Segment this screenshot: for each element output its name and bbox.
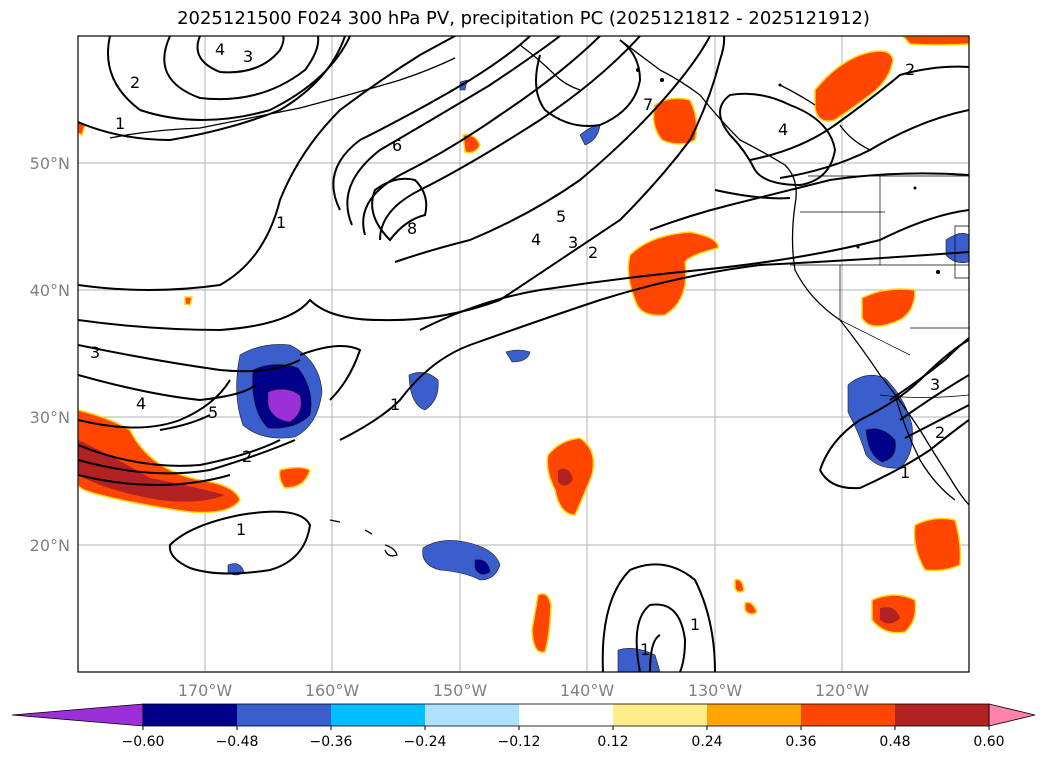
colorbar-ticks: −0.60 −0.48 −0.36 −0.24 −0.12 0.12 0.24 0.36 0.4… [122,726,1005,750]
contour-label: 1 [236,520,246,539]
colorbar-segment [519,704,613,726]
lon-label-130w: 130°W [688,681,743,700]
contour-label: 5 [556,207,566,226]
lon-label-160w: 160°W [305,681,360,700]
colorbar-segment [613,704,707,726]
contour-label: 3 [243,47,253,66]
colorbar-segment [237,704,331,726]
colorbar-tick-label: −0.60 [122,734,165,750]
colorbar-tick-label: −0.12 [498,734,541,750]
colorbar-extend-high [988,703,1036,727]
colorbar-segment [425,704,519,726]
contour-label: 2 [130,73,140,92]
colorbar-tick-label: 0.24 [691,734,722,750]
contour-label: 4 [778,120,788,139]
contour-label: 3 [930,375,940,394]
gridlines [78,36,969,672]
precip-negative-areas [227,79,969,672]
colorbar-segment [801,704,895,726]
contour-label: 2 [242,447,252,466]
lon-label-150w: 150°W [433,681,488,700]
contour-labels: 4 3 2 1 6 8 5 4 3 2 7 4 2 1 3 4 5 2 1 1 … [90,40,945,659]
contour-label: 8 [407,219,417,238]
colorbar-tick-label: −0.48 [216,734,259,750]
lat-label-30: 30°N [30,408,70,427]
islands [636,68,940,274]
contour-label: 1 [640,640,650,659]
colorbar-segment [895,704,989,726]
pv-contours [78,36,969,672]
contour-label: 4 [215,40,225,59]
contour-label: 2 [905,60,915,79]
colorbar-tick-label: 0.12 [597,734,628,750]
contour-label: 1 [390,395,400,414]
contour-label: 6 [392,136,402,155]
contour-label: 1 [900,463,910,482]
contour-label: 7 [643,95,653,114]
colorbar-tick-label: 0.60 [973,734,1004,750]
colorbar-segment [707,704,801,726]
colorbar-tick-label: 0.48 [879,734,910,750]
colorbar-segment [143,704,237,726]
lon-label-170w: 170°W [178,681,233,700]
colorbar-tick-label: −0.36 [310,734,353,750]
contour-label: 3 [90,343,100,362]
lon-labels: 170°W 160°W 150°W 140°W 130°W 120°W [178,681,870,700]
contour-label: 1 [276,213,286,232]
colorbar [11,703,1036,727]
colorbar-tick-label: 0.36 [785,734,816,750]
contour-label: 4 [531,230,541,249]
lat-labels: 50°N 40°N 30°N 20°N [30,154,70,555]
contour-label: 3 [568,233,578,252]
borders [790,175,969,398]
lon-label-140w: 140°W [560,681,615,700]
map-title: 2025121500 F024 300 hPa PV, precipitatio… [177,8,870,29]
lat-label-50: 50°N [30,154,70,173]
contour-label: 1 [115,114,125,133]
lat-label-20: 20°N [30,536,70,555]
contour-label: 2 [935,423,945,442]
contour-label: 1 [690,615,700,634]
lat-label-40: 40°N [30,281,70,300]
lon-label-120w: 120°W [815,681,870,700]
colorbar-tick-label: −0.24 [404,734,447,750]
map-border [77,35,970,673]
colorbar-extend-low [11,703,144,727]
colorbar-border [142,703,990,727]
colorbar-segment [331,704,425,726]
contour-label: 2 [588,243,598,262]
contour-label: 5 [208,403,218,422]
contour-label: 4 [136,394,146,413]
